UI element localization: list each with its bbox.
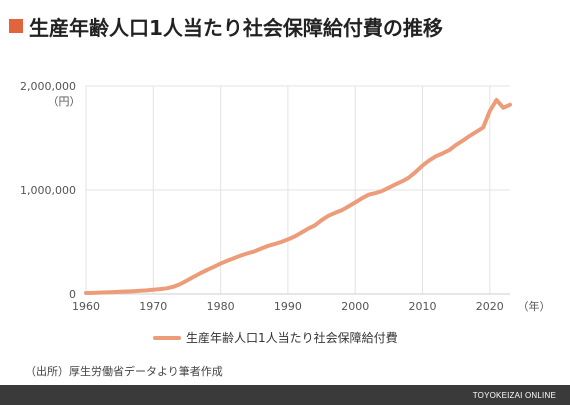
title-accent-square [9, 19, 23, 33]
source-note: （出所）厚生労働省データより筆者作成 [25, 365, 223, 378]
x-tick-label: 2010 [409, 300, 437, 313]
footer-bar: TOYOKEIZAI ONLINE [0, 385, 570, 405]
y-tick-label: 0 [69, 288, 76, 301]
y-axis-unit-label: （円） [48, 95, 81, 108]
x-tick-label: 1960 [72, 300, 100, 313]
x-tick-label: 1980 [207, 300, 235, 313]
y-tick-label: 2,000,000 [20, 80, 76, 93]
x-axis-unit-label: （年） [518, 299, 551, 313]
y-tick-label: 1,000,000 [20, 184, 76, 197]
series-line [84, 98, 512, 295]
chart-title-row: 生産年齢人口1人当たり社会保障給付費の推移 [9, 8, 443, 44]
x-tick-label: 1970 [139, 300, 167, 313]
legend-label: 生産年齢人口1人当たり社会保障給付費 [186, 330, 398, 345]
x-tick-label: 1990 [274, 300, 302, 313]
chart-title: 生産年齢人口1人当たり社会保障給付費の推移 [29, 15, 443, 40]
footer-brand: TOYOKEIZAI ONLINE [472, 390, 556, 400]
x-tick-label: 2000 [341, 300, 369, 313]
x-tick-label: 2020 [476, 300, 504, 313]
